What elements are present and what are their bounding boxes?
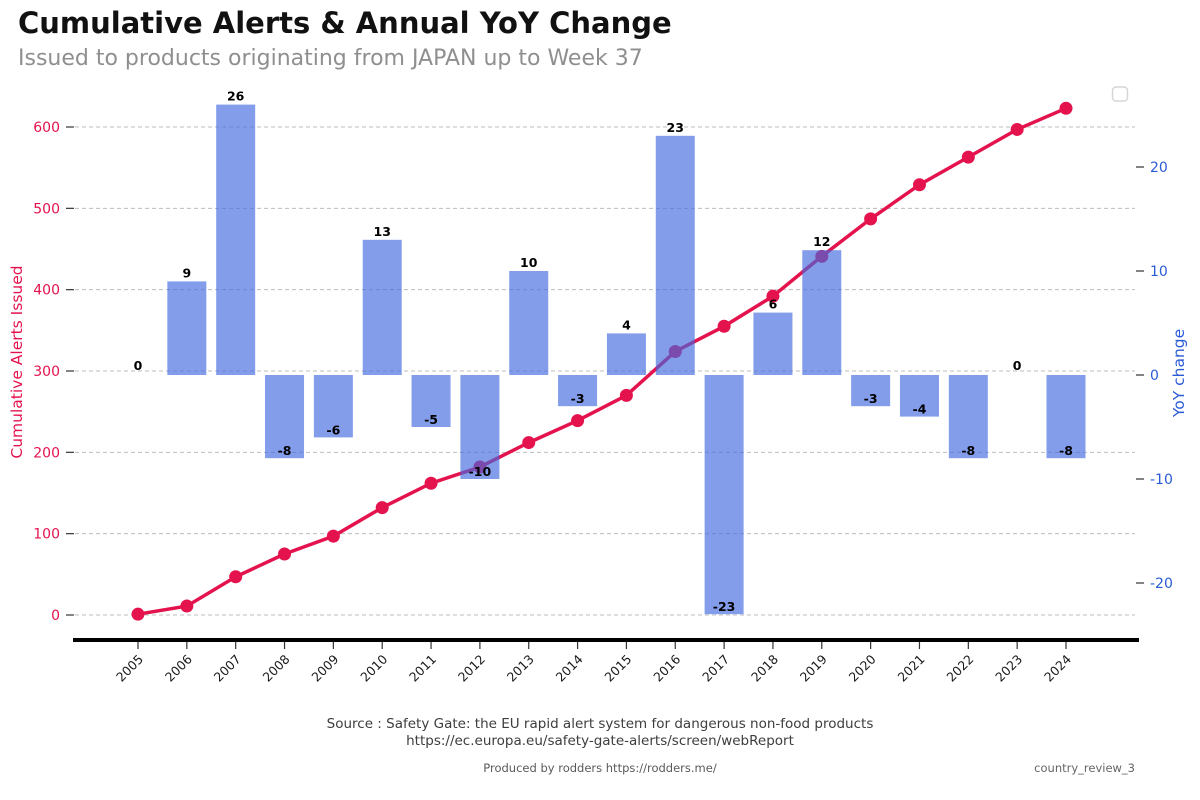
left-axis-tick-label: 200: [33, 445, 60, 461]
left-axis-tick-label: 300: [33, 364, 60, 380]
page-subtitle: Issued to products originating from JAPA…: [18, 46, 643, 71]
left-axis-tick-label: 100: [33, 527, 60, 543]
x-axis-year-label: 2011: [406, 652, 439, 685]
right-axis-tick-label: -10: [1150, 472, 1173, 488]
bar: [362, 239, 402, 375]
bar-value-label: 23: [667, 120, 684, 135]
bar-value-label: 10: [520, 255, 538, 270]
bar: [948, 375, 988, 459]
bar: [460, 375, 500, 479]
right-axis-tick-label: 10: [1150, 264, 1168, 280]
bar: [509, 271, 549, 375]
bar-value-label: -8: [961, 443, 975, 458]
bar-value-label: -8: [1059, 443, 1073, 458]
bar-value-label: 13: [374, 224, 391, 239]
right-axis-title: YoY change: [1170, 329, 1188, 418]
bar-value-label: 26: [227, 89, 245, 104]
left-axis-title: Cumulative Alerts Issued: [8, 265, 26, 458]
x-axis-year-label: 2013: [504, 652, 537, 685]
right-axis-tick-label: 20: [1150, 160, 1168, 176]
bar-value-label: -23: [713, 599, 736, 614]
bar-value-label: -3: [864, 391, 878, 406]
line-point: [326, 529, 340, 543]
bar: [655, 135, 695, 375]
bar-value-label: 4: [622, 317, 631, 332]
x-axis-year-label: 2021: [894, 652, 927, 685]
x-axis-year-label: 2020: [846, 651, 879, 684]
bar-value-label: -5: [424, 412, 438, 427]
bar-value-label: -4: [913, 402, 927, 417]
file-tag: country_review_3: [1034, 761, 1135, 775]
x-axis-year-label: 2012: [455, 652, 488, 685]
right-axis-tick-label: -20: [1150, 576, 1173, 592]
bar-value-label: -8: [278, 443, 292, 458]
source-line-2: https://ec.europa.eu/safety-gate-alerts/…: [406, 733, 794, 749]
line-point: [571, 414, 585, 428]
line-point: [961, 150, 975, 164]
line-point: [375, 501, 389, 515]
x-axis-year-label: 2014: [553, 651, 586, 684]
bar: [167, 281, 207, 375]
line-point: [522, 436, 536, 450]
bar: [851, 375, 891, 407]
bar: [216, 104, 256, 375]
line-point: [424, 476, 438, 490]
line-point: [1010, 122, 1024, 136]
bar: [899, 375, 939, 417]
bar: [1046, 375, 1086, 459]
bar: [802, 250, 842, 375]
bar: [411, 375, 451, 427]
x-axis-year-label: 2023: [992, 652, 1025, 685]
x-axis-year-label: 2019: [797, 651, 830, 684]
left-axis-tick-label: 0: [51, 608, 60, 624]
bar-value-label: 6: [769, 297, 778, 312]
bar-value-label: 0: [134, 358, 143, 373]
bar-value-label: -10: [469, 464, 492, 479]
bar: [606, 333, 646, 375]
left-axis-tick-label: 600: [33, 120, 60, 136]
x-axis-year-label: 2008: [260, 651, 293, 684]
line-point: [619, 388, 633, 402]
line-point: [278, 547, 292, 561]
bar: [265, 375, 305, 459]
x-axis-year-label: 2022: [943, 652, 976, 685]
x-axis-year-label: 2010: [357, 651, 390, 684]
x-axis-year-label: 2024: [1041, 651, 1074, 684]
right-axis-tick-label: 0: [1150, 368, 1159, 384]
line-point: [864, 212, 878, 226]
x-axis-year-label: 2007: [211, 652, 244, 685]
x-axis-year-label: 2009: [308, 651, 341, 684]
line-point: [180, 599, 194, 613]
bar: [313, 375, 353, 438]
left-axis-tick-label: 400: [33, 283, 60, 299]
bar: [753, 312, 793, 375]
page-title: Cumulative Alerts & Annual YoY Change: [18, 6, 672, 40]
source-line-1: Source : Safety Gate: the EU rapid alert…: [326, 716, 874, 732]
x-axis-year-label: 2018: [748, 651, 781, 684]
x-axis-year-label: 2015: [601, 652, 634, 685]
x-axis-year-label: 2017: [699, 652, 732, 685]
line-point: [766, 289, 780, 303]
bar-value-label: 12: [813, 234, 830, 249]
line-point: [1059, 101, 1073, 115]
bar: [558, 375, 598, 407]
line-point: [912, 178, 926, 192]
line-point: [131, 607, 145, 621]
x-axis-year-label: 2005: [113, 652, 146, 685]
bar-value-label: 9: [182, 265, 191, 280]
left-axis-tick-label: 500: [33, 201, 60, 217]
x-axis-year-label: 2016: [650, 651, 683, 684]
bar-value-label: -6: [326, 422, 340, 437]
cumulative-line: [137, 106, 1067, 616]
line-point: [229, 570, 243, 584]
bar: [704, 375, 744, 615]
legend-box: [1111, 86, 1129, 102]
bar-value-label: -3: [571, 391, 585, 406]
bar-value-label: 0: [1013, 358, 1022, 373]
produced-by: Produced by rodders https://rodders.me/: [483, 761, 717, 775]
x-axis-year-label: 2006: [162, 651, 195, 684]
line-point: [717, 319, 731, 333]
